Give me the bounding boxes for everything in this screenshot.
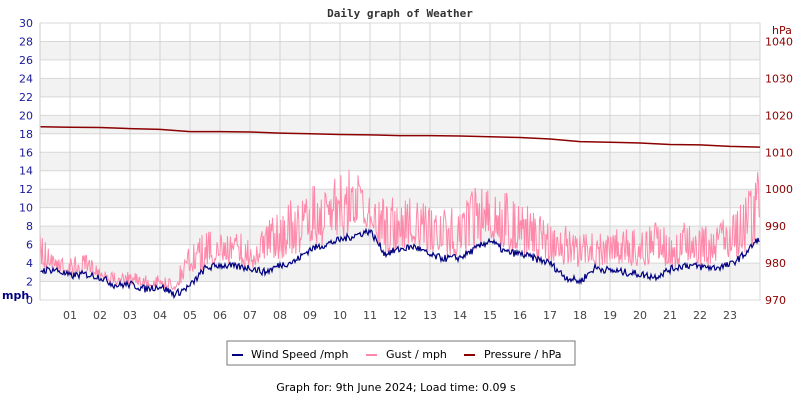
right-tick-label: 1020	[765, 109, 793, 122]
x-tick-label: 11	[363, 309, 377, 322]
legend: Wind Speed /mph Gust / mph Pressure / hP…	[226, 340, 576, 366]
right-axis: 970 980 990 1000 1010 1020 1030 1040	[765, 35, 793, 307]
gust-line	[39, 169, 760, 292]
footer-text: Graph for: 9th June 2024; Load time: 0.0…	[276, 381, 516, 394]
legend-swatch-wind	[232, 354, 243, 356]
chart-title: Daily graph of Weather	[327, 7, 473, 20]
x-axis: 01 02 03 04 05 06 07 08 09 10 11 12 13 14 15 16 17 18 19 20…	[63, 309, 737, 322]
left-tick-label: 24	[19, 72, 33, 85]
left-tick-label: 26	[19, 54, 33, 67]
left-tick-label: 8	[26, 220, 33, 233]
x-tick-label: 09	[303, 309, 317, 322]
left-tick-label: 30	[19, 17, 33, 30]
right-tick-label: 980	[765, 257, 786, 270]
legend-wind: Wind Speed /mph	[251, 348, 349, 361]
x-tick-label: 14	[453, 309, 467, 322]
legend-gust: Gust / mph	[386, 348, 447, 361]
x-tick-label: 19	[603, 309, 617, 322]
x-tick-label: 03	[123, 309, 137, 322]
right-axis-label: hPa	[772, 24, 792, 37]
grid	[39, 22, 761, 301]
pressure-line	[39, 126, 761, 148]
x-tick-label: 15	[483, 309, 497, 322]
x-tick-label: 12	[393, 309, 407, 322]
left-tick-label: 10	[19, 202, 33, 215]
x-tick-label: 13	[423, 309, 437, 322]
legend-swatch-pressure	[464, 354, 475, 356]
legend-pressure: Pressure / hPa	[484, 348, 562, 361]
x-tick-label: 22	[693, 309, 707, 322]
left-tick-label: 28	[19, 35, 33, 48]
legend-box	[226, 340, 576, 366]
x-tick-label: 21	[663, 309, 677, 322]
wind-speed-line	[39, 227, 760, 300]
right-tick-label: 970	[765, 294, 786, 307]
left-tick-label: 4	[26, 257, 33, 270]
left-axis-label: mph	[2, 289, 29, 302]
x-tick-label: 18	[573, 309, 587, 322]
left-tick-label: 14	[19, 165, 33, 178]
right-tick-label: 990	[765, 220, 786, 233]
right-tick-label: 1030	[765, 72, 793, 85]
x-tick-label: 08	[273, 309, 287, 322]
left-tick-label: 2	[26, 276, 33, 289]
right-tick-label: 1010	[765, 146, 793, 159]
x-tick-label: 02	[93, 309, 107, 322]
left-tick-label: 18	[19, 128, 33, 141]
x-tick-label: 17	[543, 309, 557, 322]
x-tick-label: 16	[513, 309, 527, 322]
x-tick-label: 20	[633, 309, 647, 322]
x-tick-label: 07	[243, 309, 257, 322]
left-tick-label: 16	[19, 146, 33, 159]
right-tick-label: 1040	[765, 35, 793, 48]
left-tick-label: 22	[19, 91, 33, 104]
x-tick-label: 01	[63, 309, 77, 322]
x-tick-label: 23	[723, 309, 737, 322]
left-tick-label: 6	[26, 239, 33, 252]
left-tick-label: 12	[19, 183, 33, 196]
series-group	[39, 23, 761, 300]
legend-swatch-gust	[366, 354, 377, 356]
x-tick-label: 06	[213, 309, 227, 322]
x-tick-label: 10	[333, 309, 347, 322]
x-tick-label: 05	[183, 309, 197, 322]
right-tick-label: 1000	[765, 183, 793, 196]
left-tick-label: 20	[19, 109, 33, 122]
left-tick-label: 0	[26, 294, 33, 307]
x-tick-label: 04	[153, 309, 167, 322]
